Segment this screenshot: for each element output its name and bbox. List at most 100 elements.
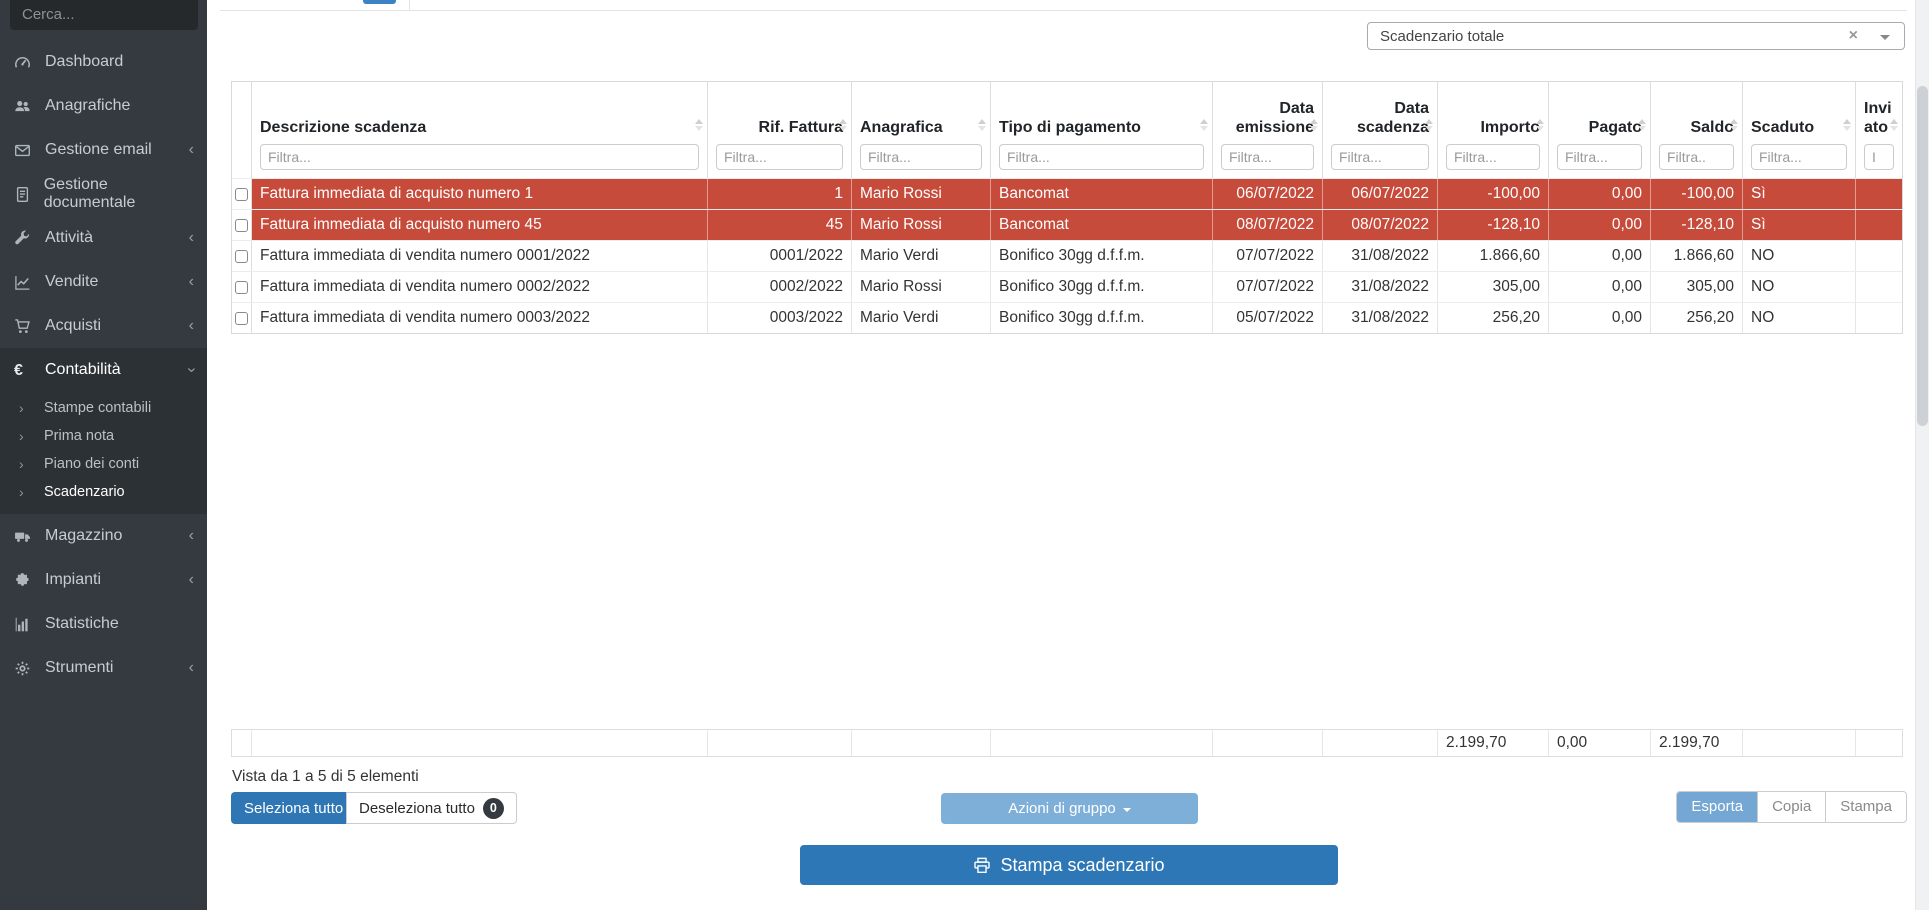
sidebar-item-strumenti[interactable]: Strumenti ‹ [0,646,207,690]
sidebar-item-label: Acquisti [45,317,102,334]
sidebar-subitem-stampe-contabili[interactable]: › Stampe contabili [0,394,207,422]
sidebar-subitem-prima-nota[interactable]: › Prima nota [0,422,207,450]
select-all-button[interactable]: Seleziona tutto [231,792,357,824]
sort-icon[interactable] [978,119,986,131]
sort-icon[interactable] [1200,119,1208,131]
column-header-emissione[interactable]: Data emissione [1213,82,1323,178]
filter-input-anagrafica[interactable] [860,144,982,170]
sidebar-subitem-scadenzario[interactable]: › Scadenzario [0,478,207,506]
results-summary: Vista da 1 a 5 di 5 elementi [232,768,419,785]
select-caret-icon[interactable] [1880,34,1890,40]
tab-divider [409,0,410,10]
clear-selection-icon[interactable]: × [1848,27,1858,44]
chevron-left-icon: ‹ [188,659,194,676]
filter-input-descrizione[interactable] [260,144,699,170]
column-header-rif[interactable]: Rif. Fattura [708,82,852,178]
column-header-inviato[interactable]: Inviato [1856,82,1902,178]
deselect-count-badge: 0 [482,797,504,819]
export-button[interactable]: Esporta [1677,792,1758,822]
sort-icon[interactable] [1425,119,1433,131]
copy-button[interactable]: Copia [1757,792,1825,822]
sidebar-item-magazzino[interactable]: Magazzino ‹ [0,514,207,558]
row-checkbox[interactable] [235,281,248,294]
filter-input-tipo[interactable] [999,144,1204,170]
column-header-saldo[interactable]: Saldo [1651,82,1743,178]
select-cell [232,303,252,333]
sidebar-search-input[interactable] [22,5,221,23]
group-actions-button[interactable]: Azioni di gruppo [941,793,1198,824]
sidebar-item-acquisti[interactable]: Acquisti ‹ [0,304,207,348]
cell-scadenza: 08/07/2022 [1323,210,1438,240]
column-label: Tipo di pagamento [999,119,1141,137]
sort-icon[interactable] [1536,119,1544,131]
filter-input-importo[interactable] [1446,144,1540,170]
row-checkbox[interactable] [235,188,248,201]
page-scrollbar[interactable] [1915,0,1929,910]
column-header-descrizione[interactable]: Descrizione scadenza [252,82,708,178]
sort-icon[interactable] [695,119,703,131]
sidebar-item-label: Strumenti [45,659,114,676]
column-header-anagrafica[interactable]: Anagrafica [852,82,991,178]
deselect-all-button[interactable]: Deseleziona tutto 0 [346,792,517,824]
filter-input-rif[interactable] [716,144,843,170]
report-type-select[interactable]: Scadenzario totale × [1367,22,1905,50]
table-row[interactable]: Fattura immediata di acquisto numero 45 4… [232,209,1902,240]
column-header-pagato[interactable]: Pagato [1549,82,1651,178]
chevron-right-icon: › [19,428,24,444]
sidebar-item-dashboard[interactable]: Dashboard [0,40,207,84]
caret-down-icon [1122,807,1131,812]
table-row[interactable]: Fattura immediata di vendita numero 0001… [232,240,1902,271]
filter-input-pagato[interactable] [1557,144,1642,170]
cell-inviato [1856,303,1902,333]
print-button[interactable]: Stampa [1825,792,1906,822]
cell-importo: 256,20 [1438,303,1549,333]
cell-emissione: 08/07/2022 [1213,210,1323,240]
sidebar-item-gestione-email[interactable]: Gestione email ‹ [0,128,207,172]
sort-icon[interactable] [1638,119,1646,131]
column-header-scadenza[interactable]: Data scadenza [1323,82,1438,178]
chevron-left-icon: ‹ [188,141,194,158]
row-checkbox[interactable] [235,250,248,263]
sort-icon[interactable] [1890,119,1898,131]
filter-input-scadenza[interactable] [1331,144,1429,170]
row-checkbox[interactable] [235,312,248,325]
sidebar-subitem-piano-dei-conti[interactable]: › Piano dei conti [0,450,207,478]
cell-tipo: Bancomat [991,179,1213,209]
sort-icon[interactable] [1843,119,1851,131]
sidebar-item-contabilita[interactable]: € Contabilità ‹ [0,348,207,392]
filter-input-emissione[interactable] [1221,144,1314,170]
sort-icon[interactable] [1730,119,1738,131]
sidebar-item-statistiche[interactable]: Statistiche [0,602,207,646]
sort-icon[interactable] [1310,119,1318,131]
table-row[interactable]: Fattura immediata di vendita numero 0002… [232,271,1902,302]
sidebar-item-attivita[interactable]: Attività ‹ [0,216,207,260]
sidebar-item-anagrafiche[interactable]: Anagrafiche [0,84,207,128]
table-row[interactable]: Fattura immediata di vendita numero 0003… [232,302,1902,333]
column-header-importo[interactable]: Importo [1438,82,1549,178]
print-schedule-button[interactable]: Stampa scadenzario [800,845,1338,885]
chevron-left-icon: ‹ [188,229,194,246]
column-header-scaduto[interactable]: Scaduto [1743,82,1856,178]
column-label: Data emissione [1235,99,1314,137]
filter-input-inviato[interactable] [1864,144,1894,170]
sidebar-item-gestione-documentale[interactable]: Gestione documentale [0,172,207,216]
row-checkbox[interactable] [235,219,248,232]
cell-scaduto: Sì [1743,179,1856,209]
tab-fragment[interactable] [363,0,396,4]
sort-icon[interactable] [839,119,847,131]
scrollbar-thumb[interactable] [1917,86,1928,426]
sidebar-item-impianti[interactable]: Impianti ‹ [0,558,207,602]
column-header-tipo[interactable]: Tipo di pagamento [991,82,1213,178]
column-label: Pagato [1588,119,1642,137]
filter-input-saldo[interactable] [1659,144,1734,170]
chevron-right-icon: › [19,484,24,500]
gear-icon [14,660,35,677]
cell-descrizione: Fattura immediata di vendita numero 0001… [252,241,708,271]
cell-saldo: 1.866,60 [1651,241,1743,271]
footer-total-saldo: 2.199,70 [1651,730,1743,756]
report-type-value: Scadenzario totale [1380,27,1505,45]
filter-input-scaduto[interactable] [1751,144,1847,170]
sidebar-item-vendite[interactable]: Vendite ‹ [0,260,207,304]
